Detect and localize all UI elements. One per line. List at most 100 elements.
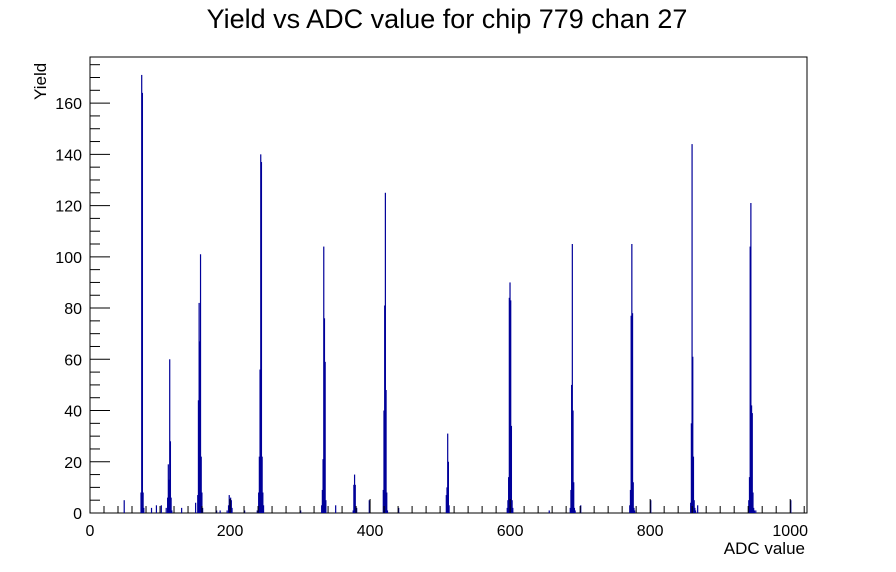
- histogram-bar: [630, 315, 632, 513]
- histogram-bar: [160, 505, 162, 513]
- histogram-bar: [694, 507, 696, 513]
- histogram-bar: [385, 390, 387, 513]
- histogram-bar: [258, 492, 260, 513]
- y-axis-ticks: [90, 64, 110, 514]
- histogram-bar: [633, 507, 635, 513]
- histogram-bar: [324, 361, 326, 513]
- histogram-bar: [230, 497, 232, 513]
- histogram-bar: [510, 425, 513, 513]
- y-tick-label: 100: [55, 250, 82, 267]
- y-tick-label: 60: [64, 352, 82, 369]
- y-tick-label: 80: [64, 301, 82, 318]
- histogram-bar: [321, 505, 323, 513]
- histogram-bar: [574, 510, 576, 513]
- histogram-bar: [569, 507, 571, 513]
- y-tick-label: 160: [55, 96, 82, 113]
- histogram-bar: [694, 510, 697, 513]
- histogram-bar: [507, 500, 509, 513]
- histogram-bar: [199, 254, 202, 513]
- histogram-bar: [322, 459, 324, 513]
- histogram-bar: [384, 192, 386, 513]
- histogram-bar: [386, 510, 389, 513]
- histogram-bar: [168, 479, 170, 513]
- histogram-bar: [200, 456, 202, 513]
- histogram-bar: [353, 484, 355, 513]
- histogram-bar: [634, 510, 636, 513]
- histogram-bar: [169, 441, 172, 513]
- histogram-bar: [446, 487, 448, 513]
- x-tick-label: 200: [217, 523, 244, 540]
- histogram-bar: [140, 492, 142, 513]
- histogram-bar: [353, 474, 356, 513]
- histogram-bar: [749, 246, 751, 513]
- histogram-bar: [512, 507, 514, 513]
- histogram-bar: [448, 505, 450, 513]
- histogram-bar: [260, 162, 263, 513]
- y-tick-label: 140: [55, 147, 82, 164]
- y-tick-label: 40: [64, 404, 82, 421]
- histogram-bar: [141, 92, 144, 514]
- histogram-bar: [632, 482, 634, 513]
- histogram-bar: [573, 482, 575, 513]
- histogram-bar: [368, 500, 370, 513]
- histogram-bar: [508, 477, 510, 513]
- plot-frame: [89, 56, 808, 514]
- histogram-bar: [262, 492, 264, 513]
- histogram-bar: [690, 423, 692, 513]
- x-axis-ticks: [89, 499, 805, 513]
- histogram-bar: [142, 492, 144, 513]
- histogram-bar: [171, 510, 173, 513]
- histogram-bar: [447, 461, 449, 513]
- histogram-bar: [230, 500, 232, 513]
- histogram-bar: [167, 497, 169, 513]
- histogram-bar: [356, 507, 358, 513]
- histogram-bar: [548, 510, 550, 513]
- y-tick-label: 20: [64, 455, 82, 472]
- histogram-bar: [572, 410, 574, 513]
- histogram-bar: [748, 500, 750, 513]
- histogram-bar: [509, 282, 511, 513]
- histogram-bar: [227, 505, 230, 513]
- y-axis-tick-labels: 0 20 40 60 80 100 120 140 160: [55, 96, 82, 523]
- histogram-bar: [447, 433, 449, 513]
- histogram-bar: [197, 400, 200, 513]
- histogram-bar: [398, 507, 400, 513]
- histogram-bar: [386, 492, 388, 513]
- histogram-bar: [508, 297, 510, 513]
- histogram-bar: [510, 300, 512, 513]
- histogram-bar: [750, 203, 752, 513]
- x-axis-tick-labels: 0 200 400 600 800 1000: [86, 523, 809, 540]
- histogram-bar: [244, 510, 246, 513]
- x-tick-label: 1000: [772, 523, 808, 540]
- histogram-bar: [629, 505, 631, 513]
- histogram-bar: [197, 495, 199, 513]
- histogram-bar: [323, 246, 325, 513]
- histogram-bar: [750, 405, 753, 513]
- histogram-bar: [580, 505, 582, 513]
- histogram-bar: [169, 359, 171, 513]
- histogram-bar: [262, 505, 265, 513]
- histogram-bar: [571, 244, 573, 513]
- histogram-bar: [226, 510, 228, 513]
- histogram-bar: [141, 74, 143, 514]
- y-tick-label: 120: [55, 199, 82, 216]
- histogram-bar: [650, 500, 652, 513]
- histogram-bars: [123, 74, 792, 514]
- histogram-bar: [335, 505, 337, 513]
- histogram-bar: [199, 341, 201, 513]
- y-tick-label: 0: [73, 506, 82, 523]
- histogram-bar: [325, 500, 327, 513]
- histogram-bar: [260, 154, 262, 513]
- histogram-bar: [300, 510, 302, 513]
- histogram-bar: [511, 500, 513, 513]
- histogram-bar: [631, 244, 633, 513]
- histogram-bar: [631, 313, 634, 513]
- histogram-bar: [384, 305, 386, 513]
- histogram-bar: [202, 507, 204, 513]
- histogram-bar: [231, 507, 233, 513]
- histogram-bar: [167, 464, 169, 513]
- histogram-bar: [752, 492, 754, 513]
- histogram-bar: [753, 510, 755, 513]
- x-tick-label: 600: [497, 523, 524, 540]
